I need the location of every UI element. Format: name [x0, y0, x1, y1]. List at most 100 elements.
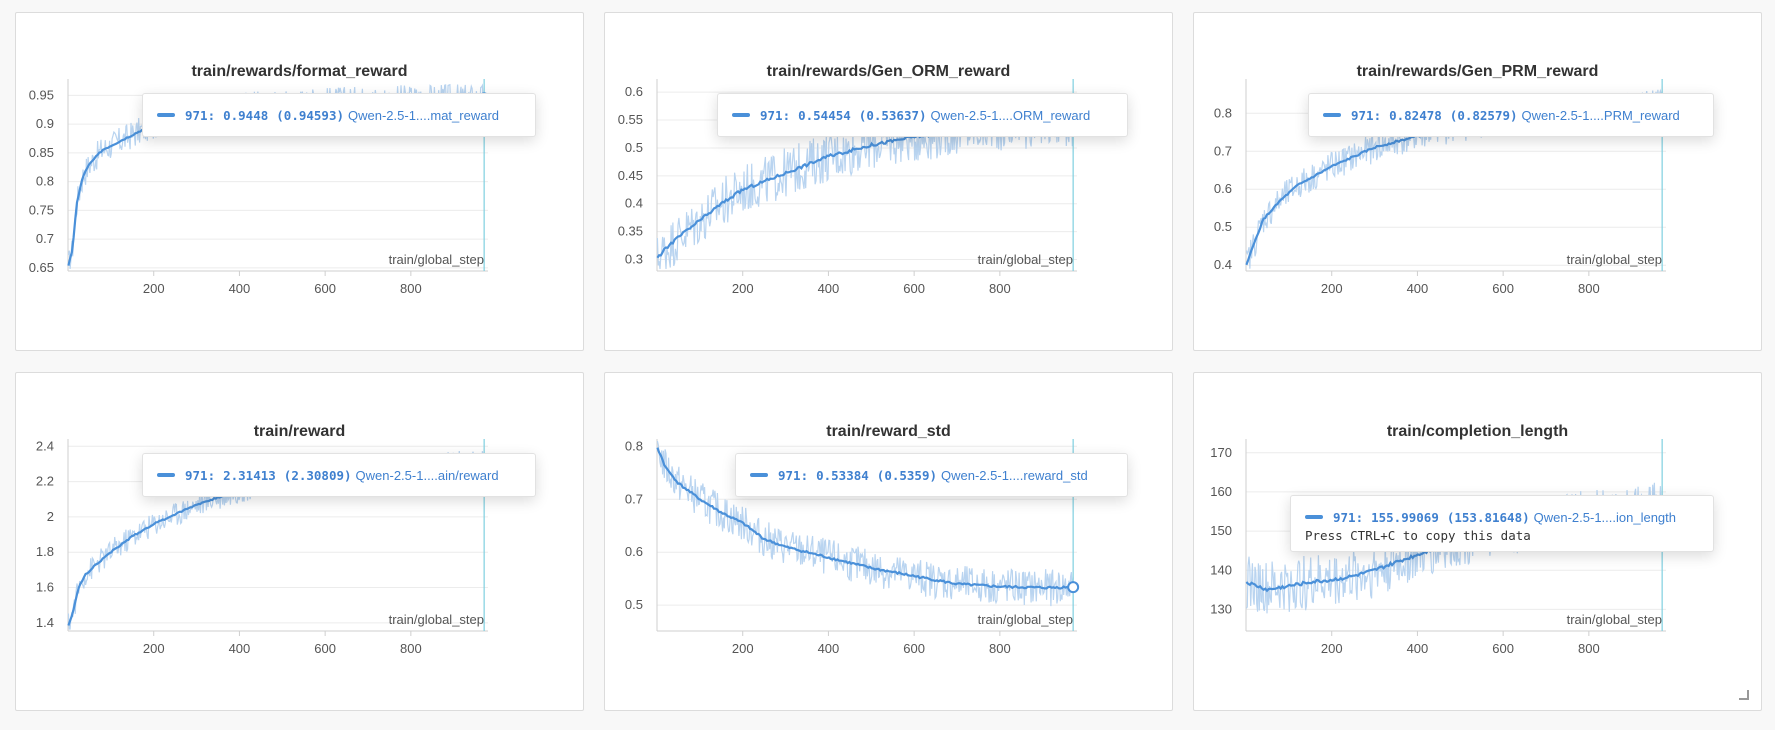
x-tick-label: 800: [1578, 641, 1600, 656]
chart-panel-completion-length[interactable]: train/completion_length 130 140 150 160 170 2…: [1193, 372, 1762, 711]
line-chart[interactable]: 0.5 0.6 0.7 0.8 200 400 600 800 train/global_ste…: [605, 373, 1174, 712]
hover-point-marker: [1067, 581, 1080, 594]
x-tick-label: 400: [1407, 281, 1429, 296]
x-tick-label: 600: [1492, 281, 1514, 296]
smoothed-series-line: [656, 447, 1073, 590]
tooltip-step: 971: [760, 107, 783, 123]
tooltip-value: 0.54454: [798, 107, 851, 123]
tooltip-value: 155.99069: [1371, 509, 1439, 525]
y-tick-label: 1.4: [36, 615, 54, 630]
series-swatch: [157, 113, 175, 117]
x-tick-label: 200: [1321, 641, 1343, 656]
series-swatch: [750, 473, 768, 477]
series-swatch: [732, 113, 750, 117]
y-tick-label: 0.85: [29, 145, 54, 160]
tooltip-run-name: Qwen-2.5-1....mat_reward: [348, 107, 500, 123]
x-tick-label: 600: [314, 641, 336, 656]
y-tick-label: 0.95: [29, 87, 54, 102]
y-tick-label: 0.6: [1214, 181, 1232, 196]
hover-tooltip: 971: 0.54454 (0.53637) Qwen-2.5-1....ORM…: [717, 93, 1128, 137]
x-tick-label: 400: [818, 641, 840, 656]
tooltip-smoothed-value: (2.30809): [283, 467, 352, 483]
tooltip-step: 971: [185, 107, 208, 123]
x-tick-label: 600: [903, 281, 925, 296]
tooltip-step: 971: [185, 467, 208, 483]
y-tick-label: 0.7: [625, 491, 643, 506]
chart-panel-gen-orm-reward[interactable]: train/rewards/Gen_ORM_reward 0.3 0.35 0.4 0…: [604, 12, 1173, 351]
tooltip-smoothed-value: (153.81648): [1446, 509, 1530, 525]
x-tick-label: 400: [229, 641, 251, 656]
y-tick-label: 0.55: [618, 112, 643, 127]
x-tick-label: 400: [229, 281, 251, 296]
y-tick-label: 0.4: [625, 196, 643, 211]
x-tick-label: 200: [1321, 281, 1343, 296]
chart-title: train/rewards/Gen_PRM_reward: [1356, 63, 1599, 80]
chart-panel-gen-prm-reward[interactable]: train/rewards/Gen_PRM_reward 0.4 0.5 0.6 0.…: [1193, 12, 1762, 351]
y-tick-label: 0.8: [1214, 105, 1232, 120]
tooltip-value: 0.9448: [223, 107, 269, 123]
y-tick-label: 0.4: [1214, 257, 1232, 272]
tooltip-smoothed-value: (0.5359): [876, 467, 938, 483]
tooltip-row: 971: 2.31413 (2.30809) Qwen-2.5-1....ain…: [157, 454, 521, 496]
y-tick-label: 0.75: [29, 202, 54, 217]
x-tick-label: 800: [400, 641, 422, 656]
tooltip-run-name: Qwen-2.5-1....ORM_reward: [930, 107, 1091, 123]
x-tick-label: 800: [989, 641, 1011, 656]
x-tick-label: 200: [732, 641, 754, 656]
tooltip-run-name: Qwen-2.5-1....reward_std: [941, 467, 1088, 483]
raw-series-line: [656, 440, 1074, 607]
tooltip-row: 971: 0.82478 (0.82579) Qwen-2.5-1....PRM…: [1323, 94, 1699, 136]
y-tick-label: 1.8: [36, 544, 54, 559]
x-axis-label: train/global_step: [1567, 252, 1662, 267]
x-tick-label: 800: [989, 281, 1011, 296]
y-tick-label: 0.6: [625, 84, 643, 99]
tooltip-run-name: Qwen-2.5-1....PRM_reward: [1521, 107, 1680, 123]
chart-panel-format-reward[interactable]: train/rewards/format_reward 0.65 0.7 0.75 0…: [15, 12, 584, 351]
y-tick-label: 0.5: [1214, 219, 1232, 234]
y-tick-label: 0.3: [625, 252, 643, 267]
tooltip-step: 971: [1333, 509, 1356, 525]
y-tick-label: 0.45: [618, 168, 643, 183]
y-tick-label: 2.2: [36, 474, 54, 489]
x-tick-label: 600: [1492, 641, 1514, 656]
line-chart[interactable]: 0.3 0.35 0.4 0.45 0.5 0.55 0.6 200 400 600 800 trai…: [605, 13, 1174, 352]
x-tick-label: 400: [1407, 641, 1429, 656]
x-tick-label: 200: [143, 641, 165, 656]
x-tick-label: 600: [314, 281, 336, 296]
tooltip-run-name: Qwen-2.5-1....ain/reward: [355, 467, 499, 483]
x-axis-label: train/global_step: [1567, 612, 1662, 627]
chart-title: train/completion_length: [1386, 423, 1569, 440]
y-tick-label: 130: [1210, 601, 1232, 616]
chart-panel-reward-std[interactable]: train/reward_std 0.5 0.6 0.7 0.8 200 400 600 80…: [604, 372, 1173, 711]
y-tick-label: 0.7: [1214, 143, 1232, 158]
y-tick-label: 160: [1210, 484, 1232, 499]
hover-tooltip: 971: 0.9448 (0.94593) Qwen-2.5-1....mat_…: [142, 93, 536, 137]
chart-title: train/reward_std: [826, 423, 951, 440]
x-tick-label: 400: [818, 281, 840, 296]
y-tick-label: 140: [1210, 562, 1232, 577]
copy-hint: Press CTRL+C to copy this data: [1305, 528, 1531, 543]
y-tick-label: 1.6: [36, 580, 54, 595]
line-chart[interactable]: 0.4 0.5 0.6 0.7 0.8 200 400 600 800 train/global_…: [1194, 13, 1763, 352]
tooltip-row: 971: 0.53384 (0.5359) Qwen-2.5-1....rewa…: [750, 454, 1113, 496]
line-chart[interactable]: 130 140 150 160 170 200 400 600 800 train/global_…: [1194, 373, 1763, 712]
tooltip-row: 971: 155.99069 (153.81648) Qwen-2.5-1...…: [1305, 496, 1699, 538]
y-tick-label: 0.6: [625, 544, 643, 559]
y-tick-label: 2: [47, 509, 54, 524]
tooltip-step: 971: [1351, 107, 1374, 123]
y-tick-label: 150: [1210, 523, 1232, 538]
x-axis-label: train/global_step: [389, 252, 484, 267]
chart-panel-reward[interactable]: train/reward 1.4 1.6 1.8 2 2.2 2.4 200 400 600 80…: [15, 372, 584, 711]
y-tick-label: 0.7: [36, 231, 54, 246]
series-swatch: [1305, 515, 1323, 519]
hover-tooltip: 971: 2.31413 (2.30809) Qwen-2.5-1....ain…: [142, 453, 536, 497]
tooltip-value: 0.53384: [816, 467, 869, 483]
line-chart[interactable]: 1.4 1.6 1.8 2 2.2 2.4 200 400 600 800 train/global…: [16, 373, 585, 712]
tooltip-smoothed-value: (0.94593): [276, 107, 344, 123]
tooltip-smoothed-value: (0.53637): [858, 107, 927, 123]
series-swatch: [157, 473, 175, 477]
y-tick-label: 0.8: [625, 438, 643, 453]
resize-handle[interactable]: [1739, 690, 1749, 700]
tooltip-row: 971: 0.9448 (0.94593) Qwen-2.5-1....mat_…: [157, 94, 521, 136]
